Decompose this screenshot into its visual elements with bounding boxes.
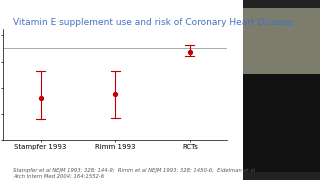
Bar [243, 8, 320, 74]
Bar [243, 74, 320, 172]
Text: Stampfer et al NEJM 1993; 328: 144-9;  Rimm et al NEJM 1993; 328: 1450-6;  Eidel: Stampfer et al NEJM 1993; 328: 144-9; Ri… [13, 168, 255, 179]
Text: Vitamin E supplement use and risk of Coronary Heart Disease: Vitamin E supplement use and risk of Cor… [13, 18, 293, 27]
